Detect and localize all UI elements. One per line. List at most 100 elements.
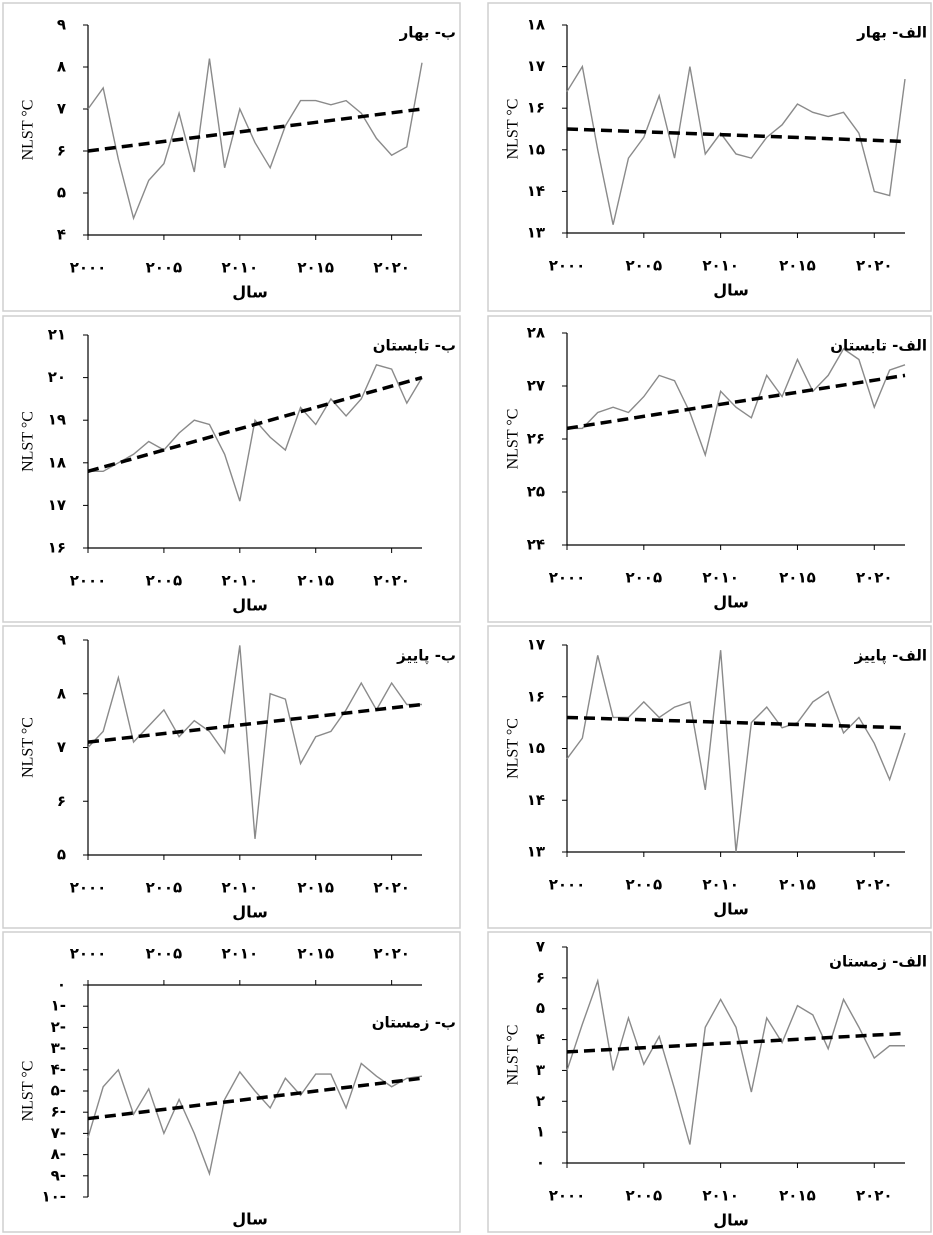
panel: ۱۳ ۱۴ ۱۵ ۱۶ ۱۷ ۲۰۰۰ ۲۰۰۵ ۲۰۱۰ ۲۰۱۵ ۲۰۲۰ سال NLST °C…	[487, 625, 932, 929]
y-tick-label: ۱۷	[48, 496, 66, 514]
x-tick-label: ۲۰۱۰	[222, 945, 259, 963]
x-tick-label: ۲۰۰۵	[626, 1187, 663, 1205]
y-tick-label: ۲۶	[527, 430, 545, 448]
y-tick-label: ۱۸	[527, 16, 545, 34]
y-tick-label: ۸-	[51, 1145, 66, 1163]
chart-title: ب- زمستان	[372, 1014, 456, 1032]
panel-content: ۲۴ ۲۵ ۲۶ ۲۷ ۲۸ ۲۰۰۰ ۲۰۰۵ ۲۰۱۰ ۲۰۱۵ ۲۰۲۰ سال NLST °C…	[505, 324, 927, 612]
x-tick-label: ۲۰۰۵	[146, 945, 183, 963]
x-tick-label: ۲۰۰۰	[549, 876, 586, 894]
panel-content: ۰ ۱ ۲ ۳ ۴ ۵ ۶ ۷ ۲۰۰۰ ۲۰۰۵ ۲۰۱۰ ۲۰۱۵ ۲۰۲۰ سال NLST °C ال…	[505, 938, 927, 1230]
y-tick-label: ۴	[57, 226, 66, 244]
panel: ۰ ۱- ۲- ۳- ۴- ۵- ۶- ۷- ۸- ۹- ۱۰- ۲۰۰۰ ۲۰۰۵ ۲۰۱۰ ۲۰۱۵ ۲۰…	[2, 931, 461, 1233]
x-tick-label: ۲۰۲۰	[856, 1187, 893, 1205]
x-axis-label: سال	[232, 1210, 268, 1229]
y-tick-label: ۳	[536, 1061, 545, 1079]
x-axis-label: سال	[713, 1211, 749, 1230]
y-tick-label: ۱	[536, 1123, 545, 1141]
y-tick-label: ۱۴	[527, 791, 545, 809]
panel: ۰ ۱ ۲ ۳ ۴ ۵ ۶ ۷ ۲۰۰۰ ۲۰۰۵ ۲۰۱۰ ۲۰۱۵ ۲۰۲۰ سال NLST °C ال…	[487, 931, 932, 1233]
chart-title: ب- بهار	[399, 24, 456, 42]
panel-frame	[2, 315, 461, 623]
x-tick-label: ۲۰۱۰	[222, 572, 259, 590]
y-tick-label: ۱۸	[48, 453, 66, 471]
y-tick-label: ۲	[536, 1092, 545, 1110]
panel-frame	[487, 2, 932, 312]
panel-frame	[2, 931, 461, 1233]
trend-line	[566, 1031, 906, 1054]
x-tick-label: ۲۰۱۵	[779, 1187, 816, 1205]
x-tick-label: ۲۰۰۵	[626, 257, 663, 275]
data-line	[87, 645, 422, 839]
y-tick-label: ۲۷	[527, 377, 545, 395]
x-tick-label: ۲۰۱۰	[702, 876, 739, 894]
y-tick-label: ۵	[536, 999, 545, 1017]
panel-content: ۱۳ ۱۴ ۱۵ ۱۶ ۱۷ ۱۸ ۲۰۰۰ ۲۰۰۵ ۲۰۱۰ ۲۰۱۵ ۲۰۲۰ سال NLST …	[505, 16, 927, 300]
y-tick-label: ۵	[57, 184, 66, 202]
y-tick-label: ۸	[57, 684, 66, 702]
y-tick-label: ۷	[57, 100, 66, 118]
panel-content: ۱۶ ۱۷ ۱۸ ۱۹ ۲۰ ۲۱ ۲۰۰۰ ۲۰۰۵ ۲۰۱۰ ۲۰۱۵ ۲۰۲۰ سال NLST …	[20, 326, 456, 615]
x-tick-label: ۲۰۲۰	[373, 945, 410, 963]
y-tick-label: ۱۶	[527, 687, 545, 705]
trend-line	[87, 107, 423, 153]
data-line	[566, 650, 906, 853]
y-tick-label: ۶-	[51, 1103, 66, 1121]
panel: ۱۳ ۱۴ ۱۵ ۱۶ ۱۷ ۱۸ ۲۰۰۰ ۲۰۰۵ ۲۰۱۰ ۲۰۱۵ ۲۰۲۰ سال NLST …	[487, 2, 932, 312]
y-tick-label: ۲-	[51, 1018, 66, 1036]
y-tick-label: ۳-	[51, 1039, 66, 1057]
y-tick-label: ۵	[57, 846, 66, 864]
y-tick-label: ۱۵	[527, 140, 545, 158]
x-axis-label: سال	[232, 903, 268, 922]
panel-content: ۰ ۱- ۲- ۳- ۴- ۵- ۶- ۷- ۸- ۹- ۱۰- ۲۰۰۰ ۲۰۰۵ ۲۰۱۰ ۲۰۱۵ ۲۰…	[20, 945, 456, 1229]
chart-title: الف- بهار	[856, 24, 927, 42]
x-tick-label: ۲۰۱۰	[702, 569, 739, 587]
x-tick-label: ۲۰۰۵	[146, 572, 183, 590]
x-axis-label: سال	[232, 283, 268, 302]
y-tick-label: ۲۱	[48, 326, 66, 344]
y-tick-label: ۲۵	[527, 483, 545, 501]
x-tick-label: ۲۰۱۰	[702, 257, 739, 275]
y-tick-label: ۰	[57, 976, 66, 994]
y-axis-label: NLST °C	[505, 1025, 522, 1086]
trend-line	[566, 715, 906, 730]
x-tick-label: ۲۰۲۰	[373, 879, 410, 897]
y-tick-label: ۲۰	[48, 368, 66, 386]
y-tick-label: ۷	[57, 738, 66, 756]
data-line	[87, 1062, 423, 1177]
chart-title: الف- زمستان	[829, 953, 927, 971]
x-tick-label: ۲۰۰۰	[70, 879, 107, 897]
y-tick-label: ۵-	[51, 1082, 66, 1100]
panel: ۱۶ ۱۷ ۱۸ ۱۹ ۲۰ ۲۱ ۲۰۰۰ ۲۰۰۵ ۲۰۱۰ ۲۰۱۵ ۲۰۲۰ سال NLST …	[2, 315, 461, 623]
x-tick-label: ۲۰۰۵	[146, 879, 183, 897]
y-tick-label: ۱۷	[527, 636, 545, 654]
x-tick-label: ۲۰۱۵	[779, 876, 816, 894]
x-tick-label: ۲۰۰۰	[70, 945, 107, 963]
chart-title: الف- تابستان	[830, 337, 927, 355]
panel-frame	[2, 625, 461, 929]
x-tick-label: ۲۰۰۰	[549, 257, 586, 275]
x-tick-label: ۲۰۲۰	[856, 876, 893, 894]
data-line	[566, 978, 905, 1145]
x-tick-label: ۲۰۲۰	[856, 569, 893, 587]
trend-line	[87, 702, 423, 744]
data-line	[566, 64, 906, 225]
panel-frame	[487, 931, 932, 1233]
x-tick-label: ۲۰۱۰	[222, 879, 259, 897]
y-axis-label: NLST °C	[505, 718, 522, 779]
x-tick-label: ۲۰۰۵	[626, 876, 663, 894]
chart-title: الف- پاییز	[854, 647, 927, 666]
x-tick-label: ۲۰۰۰	[70, 259, 107, 277]
y-tick-label: ۲۴	[527, 536, 545, 554]
panel-content: ۴ ۵ ۶ ۷ ۸ ۹ ۲۰۰۰ ۲۰۰۵ ۲۰۱۰ ۲۰۱۵ ۲۰۲۰ سال NLST °C ب- ب…	[20, 16, 456, 302]
y-tick-label: ۴	[536, 1030, 545, 1048]
y-axis-label: NLST °C	[505, 409, 522, 470]
panel: ۵ ۶ ۷ ۸ ۹ ۲۰۰۰ ۲۰۰۵ ۲۰۱۰ ۲۰۱۵ ۲۰۲۰ سال NLST °C ب- پا…	[2, 625, 461, 929]
y-tick-label: ۲۸	[527, 324, 545, 342]
y-tick-label: ۱-	[51, 997, 66, 1015]
x-tick-label: ۲۰۱۰	[702, 1187, 739, 1205]
data-line	[567, 347, 906, 458]
x-tick-label: ۲۰۰۰	[549, 569, 586, 587]
y-tick-label: ۱۳	[527, 843, 545, 861]
